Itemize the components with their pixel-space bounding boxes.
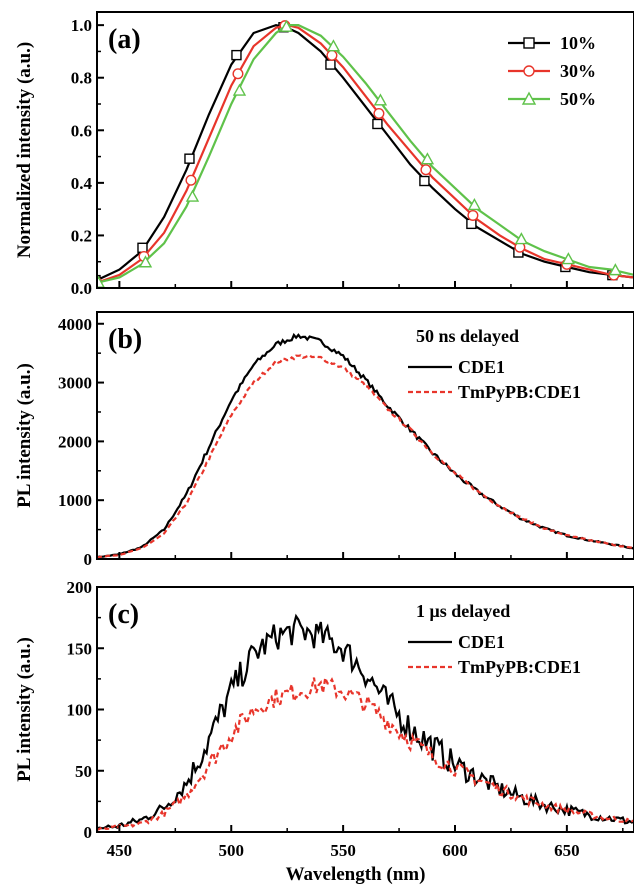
data-point xyxy=(373,107,385,119)
series-line xyxy=(97,332,634,559)
annotation: 1 μs delayed xyxy=(416,601,510,621)
x-axis-label: Wavelength (nm) xyxy=(286,864,426,885)
series-line xyxy=(97,354,634,559)
panel-b: 0 1000 2000 3000 4000 PL intensity (a.u.) (b) 5… xyxy=(14,311,634,569)
data-point xyxy=(185,189,200,202)
series-line xyxy=(97,673,634,831)
data-point xyxy=(138,255,153,268)
legend-label: CDE1 xyxy=(458,357,505,377)
data-point xyxy=(373,93,388,106)
series-line xyxy=(97,613,634,831)
plot-frame xyxy=(96,11,634,289)
data-point xyxy=(326,49,338,61)
y-tick-label: 0.6 xyxy=(71,121,92,140)
panel-label: (c) xyxy=(108,599,139,630)
data-point xyxy=(232,68,244,80)
y-tick-label: 150 xyxy=(67,639,93,658)
panel-a: 0.0 0.2 0.4 0.6 0.8 1.0 Normalized intensity (… xyxy=(14,11,634,298)
y-tick-label: 0 xyxy=(84,550,93,569)
y-tick-label: 100 xyxy=(67,701,93,720)
y-tick-label: 0.0 xyxy=(71,279,92,298)
legend-label: CDE1 xyxy=(458,632,505,652)
data-point xyxy=(419,175,430,187)
legend-entry: TmPyPB:CDE1 xyxy=(408,382,581,402)
legend-entry: CDE1 xyxy=(408,357,505,377)
panel-label: (b) xyxy=(108,324,142,355)
x-tick-label: 650 xyxy=(554,841,580,860)
data-point xyxy=(467,209,479,221)
y-tick-label: 4000 xyxy=(58,315,92,334)
x-tick-label: 550 xyxy=(330,841,356,860)
y-tick-label: 200 xyxy=(67,578,93,597)
y-axis-label: Normalized intensity (a.u.) xyxy=(14,42,35,258)
data-point xyxy=(279,19,294,32)
data-point xyxy=(326,39,341,52)
legend-label: TmPyPB:CDE1 xyxy=(458,382,581,402)
series-10- xyxy=(97,22,634,286)
y-tick-label: 1000 xyxy=(58,491,92,510)
series-line xyxy=(97,23,634,284)
y-axis-label: PL intensity (a.u.) xyxy=(14,637,35,782)
data-point xyxy=(372,118,383,130)
legend-entry: 10% xyxy=(508,33,596,53)
series-cde1 xyxy=(97,613,634,831)
data-point xyxy=(561,252,576,265)
series-tmpypb-cde1 xyxy=(97,673,634,831)
legend-entry: 30% xyxy=(508,61,596,81)
data-point xyxy=(467,197,482,211)
y-tick-label: 0.8 xyxy=(71,69,92,88)
y-tick-label: 0.2 xyxy=(71,226,92,245)
legend-label: TmPyPB:CDE1 xyxy=(458,657,581,677)
y-axis-label: PL intensity (a.u.) xyxy=(14,363,35,508)
y-tick-label: 2000 xyxy=(58,432,92,451)
series-50- xyxy=(97,19,634,288)
y-tick-label: 1.0 xyxy=(71,16,92,35)
series-cde1 xyxy=(97,332,634,559)
data-point xyxy=(608,263,623,276)
data-point xyxy=(185,174,197,186)
annotation: 50 ns delayed xyxy=(416,326,519,346)
data-point xyxy=(325,59,336,70)
series-line xyxy=(97,23,634,282)
legend-label: 10% xyxy=(560,33,596,53)
data-point xyxy=(137,242,148,253)
series-line xyxy=(97,24,634,284)
legend-label: 50% xyxy=(560,89,596,109)
legend-entry: CDE1 xyxy=(408,632,505,652)
series-tmpypb-cde1 xyxy=(97,354,634,559)
data-point xyxy=(420,164,432,176)
data-point xyxy=(420,152,435,165)
x-tick-label: 450 xyxy=(107,841,133,860)
y-tick-label: 3000 xyxy=(58,374,92,393)
y-tick-label: 50 xyxy=(75,762,92,781)
data-point xyxy=(514,232,529,245)
y-tick-label: 0.4 xyxy=(71,174,93,193)
data-point xyxy=(184,153,195,164)
plot-frame xyxy=(96,311,634,560)
legend-entry: 50% xyxy=(508,89,596,109)
y-tick-label: 0 xyxy=(84,823,93,842)
data-point xyxy=(232,83,247,96)
panel-label: (a) xyxy=(108,24,141,55)
data-point xyxy=(231,49,242,61)
x-tick-label: 500 xyxy=(219,841,245,860)
legend-label: 30% xyxy=(560,61,596,81)
series-30- xyxy=(97,20,634,288)
legend-entry: TmPyPB:CDE1 xyxy=(408,657,581,677)
panel-c: 0 50 100 150 200 PL intensity (a.u.) (c) 1 μs d… xyxy=(14,578,634,885)
x-tick-label: 600 xyxy=(442,841,468,860)
